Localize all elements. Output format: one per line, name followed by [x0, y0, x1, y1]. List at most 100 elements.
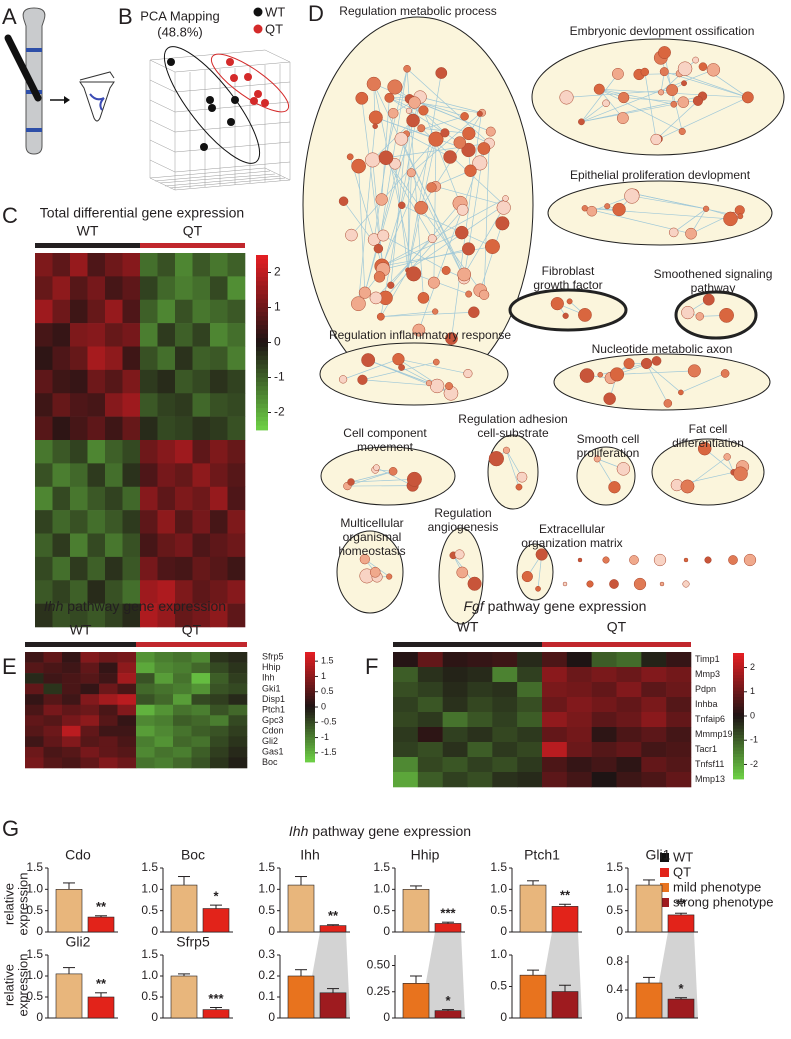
panel-label: C — [2, 203, 18, 228]
colorbar-segment — [305, 682, 315, 686]
heat-cell — [62, 757, 81, 769]
edge — [350, 478, 415, 483]
colorbar-segment — [305, 676, 315, 680]
node — [435, 67, 448, 79]
heat-cell — [467, 682, 493, 698]
heat-cell — [492, 757, 518, 773]
colorbar-segment — [256, 255, 268, 260]
heat-cell — [117, 662, 137, 674]
node — [477, 142, 491, 155]
heat-cell — [210, 725, 229, 737]
row-label: Disp1 — [262, 694, 285, 704]
heat-cell — [467, 742, 493, 758]
heat-cell — [666, 682, 692, 698]
node — [464, 164, 477, 177]
heat-cell — [122, 369, 141, 394]
heat-cell — [43, 757, 63, 769]
heat-cell — [542, 742, 568, 758]
edge — [358, 117, 377, 304]
node — [702, 205, 710, 212]
node — [406, 168, 416, 178]
heat-cell — [52, 323, 71, 347]
bar — [519, 974, 547, 1019]
heatmap-title: Ihh pathway gene expression — [44, 598, 226, 614]
heat-cell — [227, 556, 246, 581]
cluster — [576, 446, 636, 506]
cluster-label: Fibroblast — [542, 264, 595, 278]
colorbar-tick-label: 0 — [750, 710, 755, 720]
heat-cell — [99, 736, 118, 748]
node — [659, 67, 669, 77]
cluster-label: Regulation — [434, 506, 491, 520]
heat-cell — [136, 683, 155, 695]
heat-cell — [517, 682, 543, 698]
heat-cell — [62, 704, 81, 716]
heat-cell — [140, 533, 158, 558]
heat-cell — [173, 757, 192, 769]
node — [704, 556, 712, 564]
heat-cell — [591, 682, 617, 698]
heat-cell — [175, 323, 193, 347]
colorbar-tick-label: -0.5 — [321, 717, 337, 727]
heat-cell — [173, 662, 192, 674]
heat-cell — [117, 736, 137, 748]
node — [443, 150, 457, 164]
node — [733, 466, 748, 482]
heat-cell — [43, 746, 63, 758]
bar-chart-title: Cdo — [65, 847, 91, 863]
heat-cell — [157, 299, 176, 324]
row-label: Tnfaip6 — [695, 714, 725, 724]
colorbar-segment — [256, 285, 268, 291]
heat-cell — [157, 463, 176, 488]
heat-cell — [122, 346, 141, 371]
cluster-label: proliferation — [577, 446, 640, 460]
heat-cell — [591, 757, 617, 773]
heat-cell — [117, 746, 137, 758]
heat-cell — [417, 682, 443, 698]
colorbar-segment — [733, 772, 744, 777]
node — [609, 367, 625, 382]
edge — [479, 223, 503, 291]
node — [347, 478, 355, 486]
node — [495, 216, 510, 231]
heat-cell — [117, 694, 137, 706]
row-label: Hhip — [262, 662, 281, 672]
heat-cell — [140, 369, 158, 394]
node — [455, 225, 469, 240]
heat-cell — [228, 746, 248, 758]
heat-cell — [25, 673, 44, 684]
edge — [411, 172, 465, 279]
cluster-label: Cell component — [343, 426, 427, 440]
colorbar-segment — [256, 338, 268, 343]
heat-cell — [192, 510, 211, 534]
edge — [599, 88, 674, 105]
heat-cell — [175, 253, 193, 277]
node — [692, 56, 699, 64]
heat-cell — [70, 603, 88, 628]
edge — [375, 117, 469, 151]
heat-cell — [191, 662, 211, 674]
heat-cell — [393, 742, 419, 758]
colorbar-segment — [305, 731, 315, 735]
heat-cell — [417, 772, 443, 788]
colorbar-segment — [305, 756, 315, 760]
significance: ** — [676, 897, 687, 912]
node — [668, 227, 679, 238]
node — [418, 105, 429, 116]
heat-cell — [157, 580, 176, 604]
heat-cell — [80, 683, 100, 695]
heat-cell — [105, 603, 123, 628]
heat-cell — [87, 463, 106, 488]
y-tick-label: 0 — [500, 924, 507, 938]
heat-cell — [140, 486, 158, 511]
heat-cell — [87, 510, 106, 534]
heat-cell — [80, 704, 100, 716]
bar — [202, 1009, 230, 1019]
node — [375, 193, 388, 206]
node — [427, 234, 437, 244]
node — [454, 549, 465, 560]
y-tick-label: 0.3 — [258, 947, 275, 961]
colorbar-segment — [256, 316, 268, 322]
heat-cell — [191, 652, 211, 663]
heat-cell — [25, 715, 44, 727]
